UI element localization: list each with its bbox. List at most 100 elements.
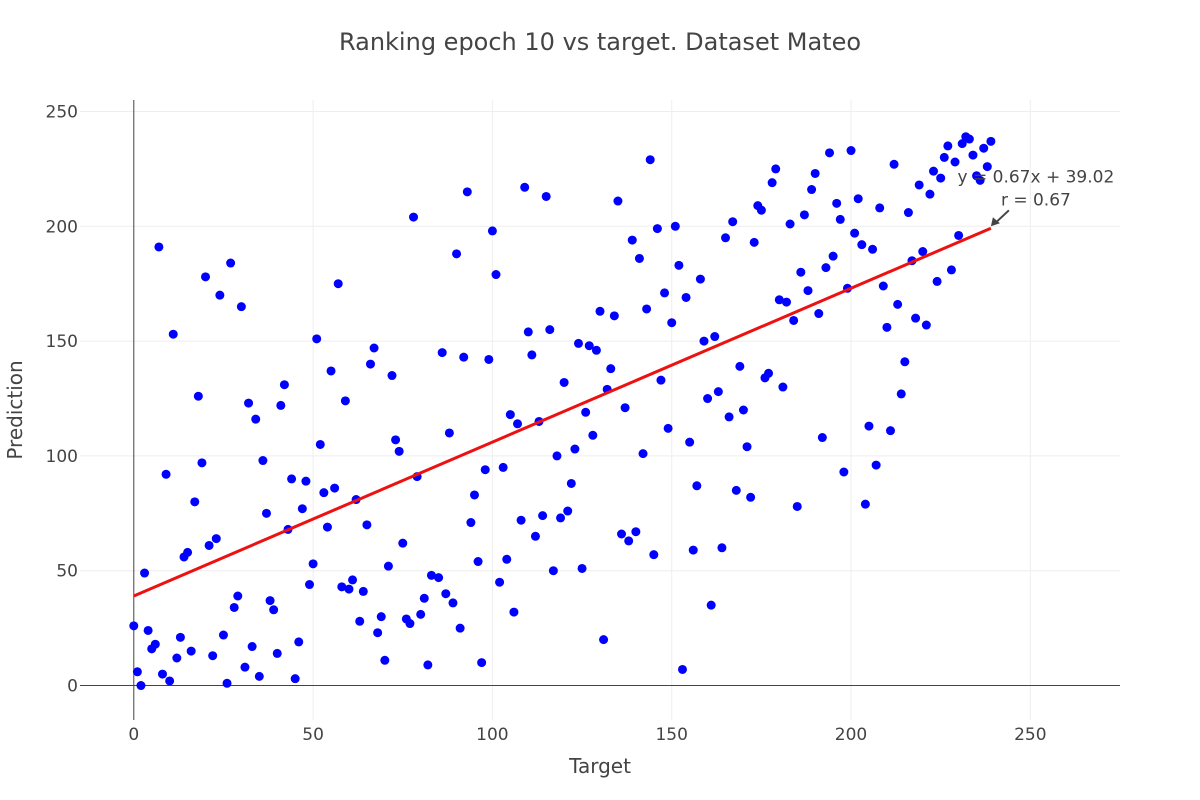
- data-point: [939, 152, 949, 162]
- data-point: [649, 550, 659, 560]
- data-point: [513, 419, 523, 429]
- data-point: [380, 655, 390, 665]
- data-point: [742, 442, 752, 452]
- data-point: [538, 511, 548, 521]
- data-point: [681, 292, 691, 302]
- data-point: [900, 357, 910, 367]
- data-point: [642, 304, 652, 314]
- data-point: [746, 492, 756, 502]
- data-point: [674, 260, 684, 270]
- data-point: [157, 669, 167, 679]
- data-point: [599, 635, 609, 645]
- data-point: [979, 143, 989, 153]
- data-point: [735, 361, 745, 371]
- data-point: [875, 203, 885, 213]
- data-point: [448, 598, 458, 608]
- data-point: [161, 469, 171, 479]
- data-point: [136, 681, 146, 691]
- data-point: [756, 205, 766, 215]
- regression-line: [133, 226, 992, 598]
- annotations: y = 0.67x + 39.02 r = 0.67: [958, 167, 1114, 227]
- data-point: [251, 414, 261, 424]
- data-point: [441, 589, 451, 599]
- data-point: [469, 490, 479, 500]
- data-point: [660, 288, 670, 298]
- data-point: [236, 302, 246, 312]
- data-point: [685, 437, 695, 447]
- data-point: [222, 678, 232, 688]
- chart-title: Ranking epoch 10 vs target. Dataset Mate…: [339, 28, 861, 56]
- data-point: [348, 575, 358, 585]
- data-point: [204, 540, 214, 550]
- data-point: [434, 573, 444, 583]
- data-point: [853, 194, 863, 204]
- data-point: [588, 430, 598, 440]
- data-point: [398, 538, 408, 548]
- data-point: [846, 146, 856, 156]
- data-point: [505, 410, 515, 420]
- data-point: [871, 460, 881, 470]
- y-tick-label: 250: [46, 102, 78, 122]
- data-point: [878, 281, 888, 291]
- data-point: [509, 607, 519, 617]
- data-point: [287, 474, 297, 484]
- data-point: [272, 648, 282, 658]
- data-point: [796, 267, 806, 277]
- data-point: [168, 329, 178, 339]
- data-point: [208, 651, 218, 661]
- data-point: [835, 214, 845, 224]
- data-point: [581, 407, 591, 417]
- data-point: [322, 522, 332, 532]
- data-point: [634, 253, 644, 263]
- data-point: [825, 148, 835, 158]
- data-point: [344, 584, 354, 594]
- data-point: [799, 210, 809, 220]
- data-point: [577, 563, 587, 573]
- data-point: [487, 226, 497, 236]
- data-point: [132, 667, 142, 677]
- data-point: [613, 196, 623, 206]
- data-point: [692, 481, 702, 491]
- data-point: [652, 224, 662, 234]
- data-point: [140, 568, 150, 578]
- data-point: [358, 586, 368, 596]
- data-point: [885, 426, 895, 436]
- data-point: [423, 660, 433, 670]
- y-tick-label: 0: [67, 677, 78, 697]
- data-point: [556, 513, 566, 523]
- data-point: [326, 366, 336, 376]
- data-point: [337, 582, 347, 592]
- data-point: [968, 150, 978, 160]
- data-point: [541, 191, 551, 201]
- data-point: [950, 157, 960, 167]
- data-point: [369, 343, 379, 353]
- data-point: [276, 400, 286, 410]
- data-point: [330, 483, 340, 493]
- data-point: [638, 449, 648, 459]
- data-point: [362, 520, 372, 530]
- data-point: [473, 557, 483, 567]
- data-point: [584, 341, 594, 351]
- data-point: [721, 233, 731, 243]
- data-point: [925, 189, 935, 199]
- data-point: [896, 389, 906, 399]
- data-point: [150, 639, 160, 649]
- data-point: [552, 451, 562, 461]
- data-point: [749, 237, 759, 247]
- data-point: [297, 504, 307, 514]
- data-point: [376, 612, 386, 622]
- data-point: [911, 313, 921, 323]
- data-point: [677, 664, 687, 674]
- data-point: [706, 600, 716, 610]
- annotation-correlation: r = 0.67: [1001, 190, 1071, 210]
- data-point: [426, 570, 436, 580]
- data-point: [419, 593, 429, 603]
- data-point: [566, 478, 576, 488]
- data-point: [670, 221, 680, 231]
- data-point: [477, 658, 487, 668]
- data-point: [240, 662, 250, 672]
- y-tick-label: 200: [46, 217, 78, 237]
- data-point: [738, 405, 748, 415]
- data-point: [932, 276, 942, 286]
